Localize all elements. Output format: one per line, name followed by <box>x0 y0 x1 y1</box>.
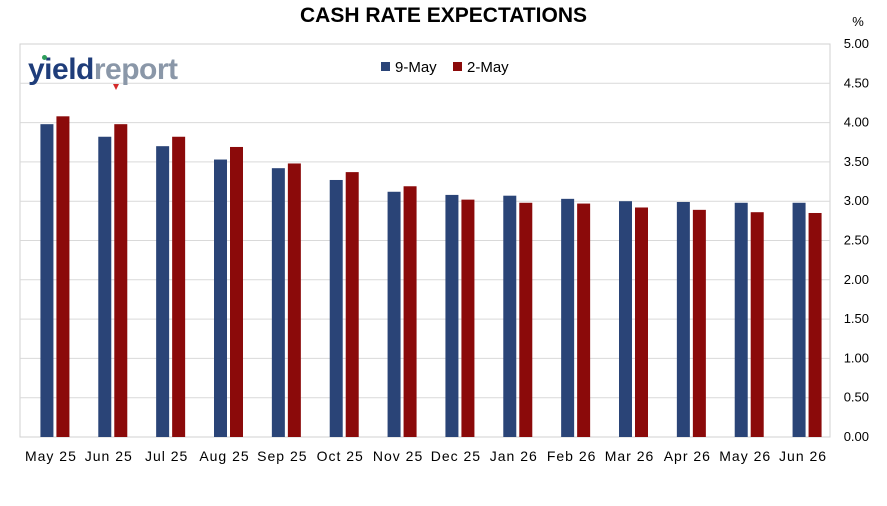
legend-swatch-9-may <box>381 62 390 71</box>
x-tick-label: Jun 25 <box>85 448 133 464</box>
bar-2-may-jul-25 <box>172 136 186 438</box>
bar-9-may-jun-25 <box>98 136 112 438</box>
x-tick-label: Apr 26 <box>664 448 711 464</box>
y-tick-label: 5.00 <box>844 36 869 51</box>
x-tick-label: Oct 25 <box>317 448 364 464</box>
bar-9-may-may-25 <box>40 124 54 437</box>
bar-2-may-jun-26 <box>808 212 822 437</box>
bar-2-may-jun-25 <box>114 124 128 437</box>
y-tick-label: 3.00 <box>844 193 869 208</box>
legend-label: 9-May <box>395 59 437 76</box>
bar-9-may-may-26 <box>734 202 748 437</box>
legend: 9-May 2-May <box>381 59 509 76</box>
bar-2-may-sep-25 <box>287 163 301 438</box>
bar-2-may-dec-25 <box>461 199 475 437</box>
y-tick-label: 0.50 <box>844 390 869 405</box>
y-tick-label: 2.50 <box>844 233 869 248</box>
bar-9-may-oct-25 <box>329 179 343 437</box>
x-tick-label: Jul 25 <box>145 448 188 464</box>
bar-9-may-feb-26 <box>561 198 575 437</box>
chart-title: CASH RATE EXPECTATIONS <box>299 4 588 27</box>
bar-2-may-may-26 <box>750 212 764 437</box>
x-tick-label: May 25 <box>25 448 77 464</box>
y-tick-label: 3.50 <box>844 154 869 169</box>
x-tick-label: May 26 <box>719 448 771 464</box>
legend-label: 2-May <box>467 59 509 76</box>
x-tick-label: Jun 26 <box>779 448 827 464</box>
legend-swatch-2-may <box>453 62 462 71</box>
bar-9-may-nov-25 <box>387 191 401 437</box>
bar-9-may-aug-25 <box>214 159 227 438</box>
x-tick-label: Sep 25 <box>257 448 307 464</box>
y-axis-ticks: 0.00 0.50 1.00 1.50 2.00 2.50 3.00 3.50 4.00 4.50… <box>844 36 869 444</box>
bars <box>40 116 822 438</box>
y-tick-label: 2.00 <box>844 272 869 287</box>
bar-9-may-mar-26 <box>619 201 632 437</box>
bar-9-may-apr-26 <box>676 201 690 437</box>
y-tick-label: 1.50 <box>844 311 869 326</box>
bar-2-may-may-25 <box>56 116 70 437</box>
logo-text-yield: yield <box>28 53 94 86</box>
x-tick-label: Aug 25 <box>199 448 249 464</box>
y-tick-label: 0.00 <box>844 429 869 444</box>
y-tick-label: 4.00 <box>844 115 869 130</box>
bar-9-may-sep-25 <box>271 168 285 438</box>
bar-9-may-jun-26 <box>792 202 806 437</box>
y-axis-label: % <box>852 14 864 29</box>
yieldreport-logo: yieldreport <box>28 52 178 88</box>
x-tick-label: Mar 26 <box>605 448 655 464</box>
x-tick-label: Dec 25 <box>431 448 481 464</box>
y-tick-label: 1.00 <box>844 350 869 365</box>
logo-dot-icon <box>42 55 47 60</box>
bar-2-may-oct-25 <box>345 172 359 438</box>
x-axis-ticks: May 25 Jun 25 Jul 25 Aug 25 Sep 25 Oct 25 Nov … <box>25 448 827 464</box>
bar-2-may-aug-25 <box>230 146 243 437</box>
bar-9-may-dec-25 <box>445 194 459 437</box>
y-tick-label: 4.50 <box>844 75 869 90</box>
bar-2-may-mar-26 <box>635 207 648 437</box>
x-tick-label: Nov 25 <box>373 448 423 464</box>
bar-2-may-jan-26 <box>519 202 533 437</box>
x-tick-label: Jan 26 <box>490 448 538 464</box>
x-tick-label: Feb 26 <box>547 448 597 464</box>
bar-2-may-apr-26 <box>692 209 706 437</box>
logo-text-report: report <box>93 53 178 86</box>
bar-9-may-jan-26 <box>503 195 517 437</box>
logo-triangle-icon <box>113 84 119 90</box>
bar-2-may-feb-26 <box>577 203 591 437</box>
bar-9-may-jul-25 <box>156 146 170 437</box>
bar-2-may-nov-25 <box>403 186 417 437</box>
